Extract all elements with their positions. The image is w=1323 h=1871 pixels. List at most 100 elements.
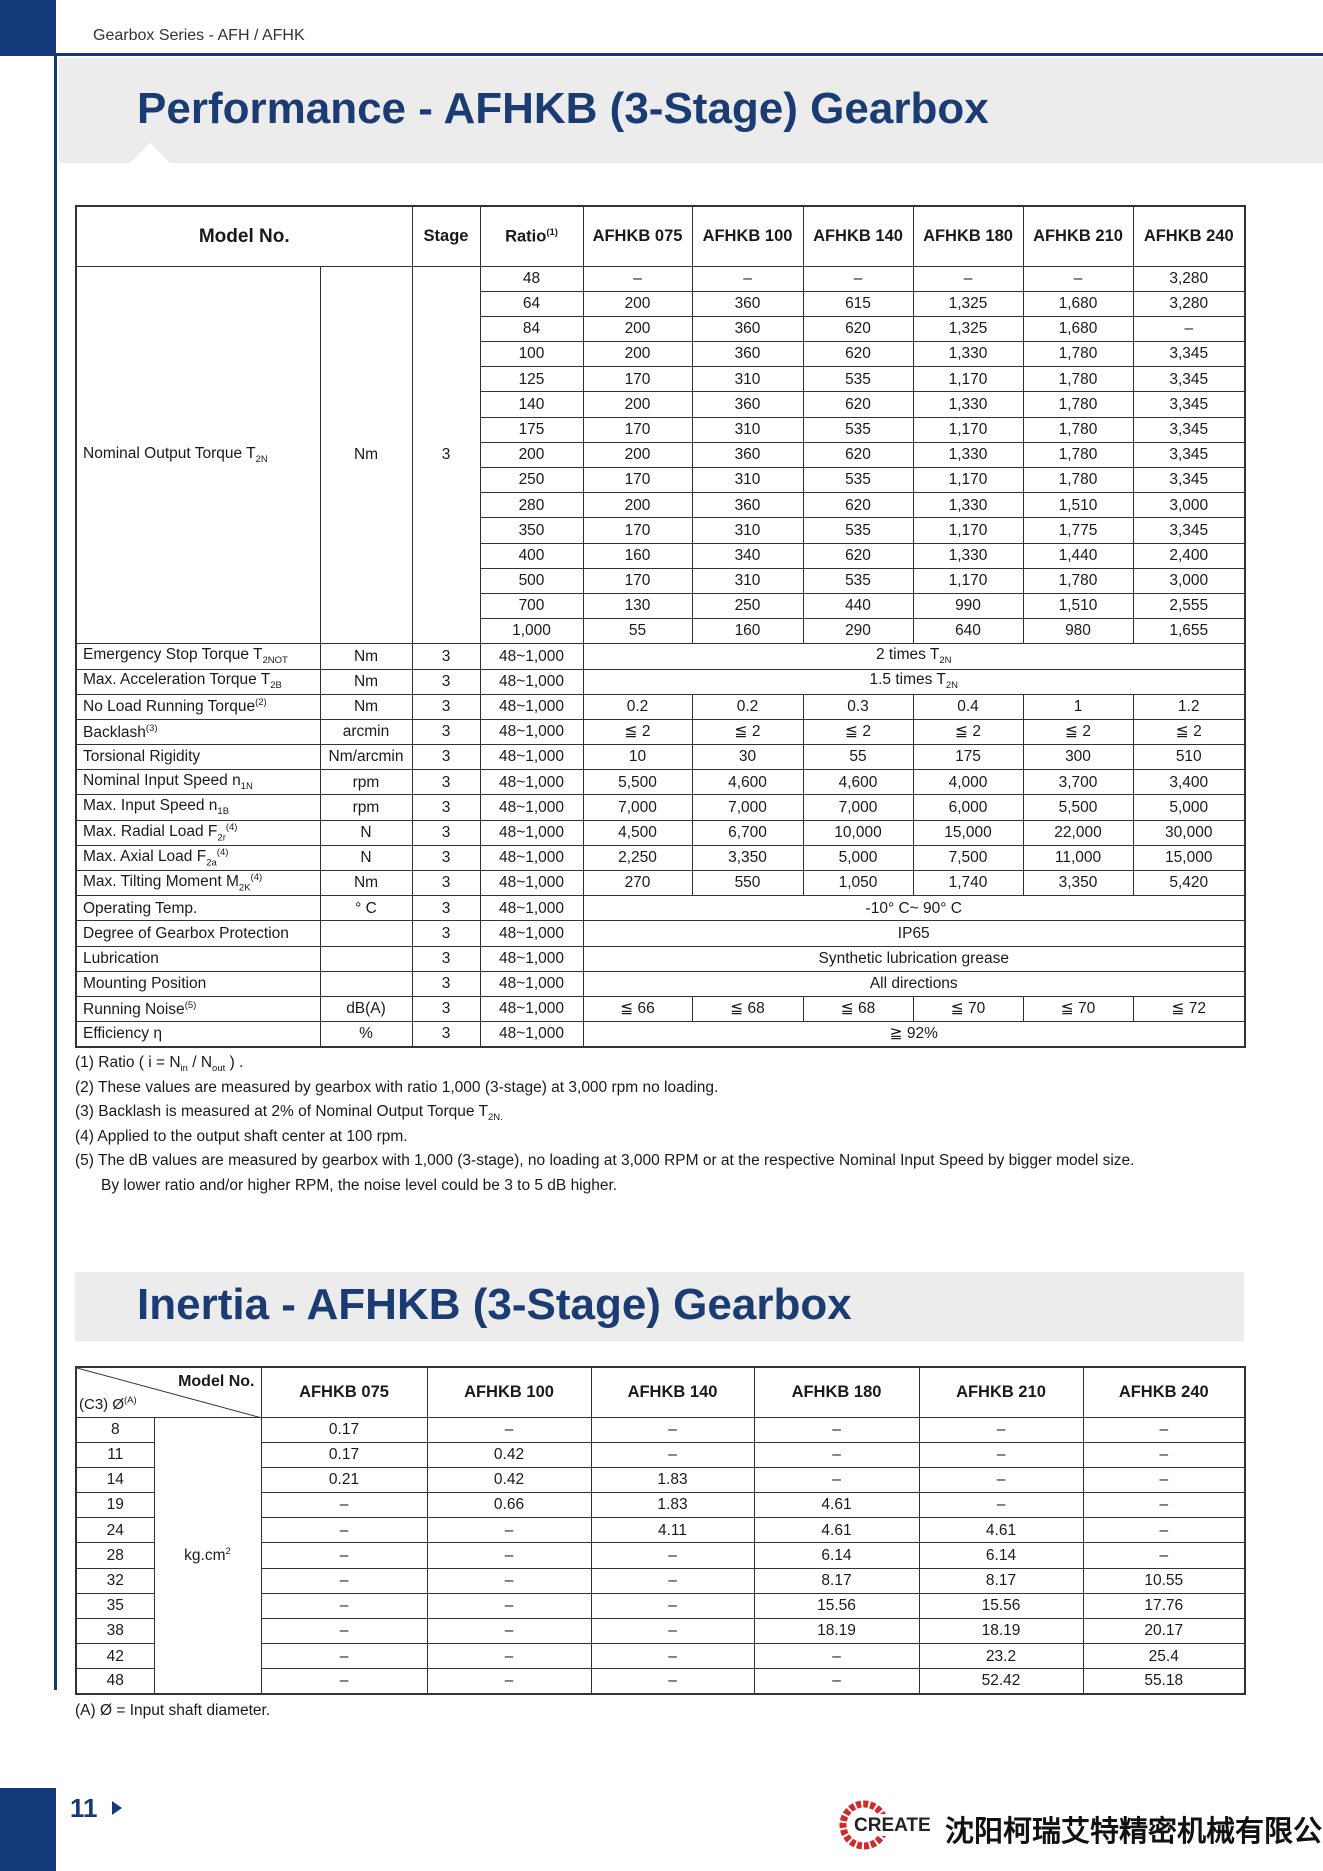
spec-row: Max. Radial Load F2r(4) N 3 48~1,000 4,500 6,… bbox=[75, 819, 1246, 846]
value: – bbox=[753, 1466, 920, 1494]
row-label: Max. Input Speed n1B bbox=[75, 794, 321, 821]
stage: 3 bbox=[411, 920, 481, 947]
ratio: 48~1,000 bbox=[479, 995, 584, 1023]
text-run: (1) Ratio ( i = N bbox=[75, 1054, 181, 1071]
text-run: Max. Acceleration Torque T bbox=[83, 671, 271, 689]
value: IP65 bbox=[582, 920, 1246, 947]
diameter: 28 bbox=[75, 1542, 155, 1569]
row-label: Torsional Rigidity bbox=[75, 744, 321, 771]
value: 7,000 bbox=[582, 794, 693, 821]
subscript: 2B bbox=[270, 680, 282, 692]
ratio: 48~1,000 bbox=[479, 744, 584, 771]
torque-row: 280 200 360 620 1,330 1,510 3,000 bbox=[76, 492, 1246, 519]
value: – bbox=[590, 1668, 755, 1695]
value: 8.17 bbox=[918, 1567, 1084, 1594]
value: 55.18 bbox=[1082, 1668, 1246, 1695]
value: 4,000 bbox=[912, 769, 1024, 796]
value: ≦ 66 bbox=[582, 995, 693, 1023]
note: (5) The dB values are measured by gearbo… bbox=[75, 1152, 1135, 1169]
unit: Nm bbox=[319, 693, 413, 720]
note: (3) Backlash is measured at 2% of Nomina… bbox=[75, 1103, 1134, 1128]
torque-row: 400 160 340 620 1,330 1,440 2,400 bbox=[76, 542, 1246, 569]
supscript: (4) bbox=[250, 872, 263, 884]
model-header: Model No. bbox=[75, 205, 413, 267]
value: – bbox=[691, 265, 804, 292]
value: 360 bbox=[691, 391, 804, 418]
text-run: (C3) Ø bbox=[79, 1395, 124, 1413]
side-rule bbox=[54, 56, 57, 1690]
ratio: 48~1,000 bbox=[479, 869, 584, 897]
row-label: Max. Axial Load F2a(4) bbox=[75, 844, 321, 872]
subscript: 2N. bbox=[487, 1112, 503, 1124]
value: – bbox=[918, 1441, 1084, 1468]
unit: rpm bbox=[319, 794, 413, 821]
supscript: (4) bbox=[216, 847, 229, 859]
value: 200 bbox=[582, 341, 693, 368]
value: 4.61 bbox=[918, 1517, 1084, 1544]
value: 1,780 bbox=[1022, 466, 1134, 494]
corner-header: Model No. (C3) Ø(A) bbox=[75, 1366, 262, 1418]
value: 18.19 bbox=[918, 1617, 1084, 1645]
text-run: Max. Radial Load F bbox=[83, 823, 218, 840]
value: 15.56 bbox=[918, 1592, 1084, 1620]
ratio: 48~1,000 bbox=[479, 895, 584, 922]
subscript: in bbox=[180, 1063, 188, 1075]
value: 52.42 bbox=[918, 1668, 1084, 1695]
value: 535 bbox=[802, 567, 914, 594]
inertia-row: 42– – – –23.2 25.4 bbox=[75, 1643, 1246, 1670]
value: 620 bbox=[802, 542, 914, 569]
inertia-note: (A) Ø = Input shaft diameter. bbox=[75, 1702, 271, 1719]
row-label: Max. Acceleration Torque T2B bbox=[75, 668, 321, 695]
value: 535 bbox=[802, 517, 914, 544]
value: 1,170 bbox=[912, 366, 1024, 393]
value: 11,000 bbox=[1022, 844, 1134, 872]
header-row: Model No. Stage Ratio(1) AFHKB 075 AFHKB 100… bbox=[75, 205, 1246, 267]
value: 1,780 bbox=[1022, 391, 1134, 418]
value: 15,000 bbox=[912, 819, 1024, 846]
inertia-row: 35– – –15.56 15.56 17.76 bbox=[75, 1592, 1246, 1620]
stage: 3 bbox=[411, 643, 481, 670]
value: 17.76 bbox=[1082, 1592, 1246, 1620]
value: ≦ 2 bbox=[912, 718, 1024, 746]
unit bbox=[319, 945, 413, 972]
torque-row: 700 130 250 440 990 1,510 2,555 bbox=[76, 592, 1246, 620]
value: – bbox=[753, 1668, 920, 1695]
spec-row: Degree of Gearbox Protection 3 48~1,000 IP6… bbox=[75, 920, 1246, 947]
ratio: 250 bbox=[479, 466, 584, 494]
torque-row: 84 200 360 620 1,325 1,680– bbox=[76, 315, 1246, 343]
value: – bbox=[426, 1592, 592, 1620]
spec-row: Max. Tilting Moment M2K(4) Nm 3 48~1,000 270… bbox=[75, 869, 1246, 897]
inertia-row: 14 0.21 0.42 1.83– – – bbox=[75, 1466, 1246, 1494]
value: 310 bbox=[691, 567, 804, 594]
unit: N bbox=[319, 844, 413, 872]
unit: kg.cm2 bbox=[153, 1416, 262, 1695]
value: 18.19 bbox=[753, 1617, 920, 1645]
text-run: Emergency Stop Torque T bbox=[83, 646, 263, 664]
subscript: 2a bbox=[206, 857, 217, 869]
subscript: 1B bbox=[217, 806, 230, 818]
value: 640 bbox=[912, 618, 1024, 645]
diameter: 19 bbox=[75, 1492, 155, 1519]
torque-row: 500 170 310 535 1,170 1,780 3,000 bbox=[76, 567, 1246, 594]
unit bbox=[319, 970, 413, 997]
footer-block bbox=[0, 1788, 56, 1871]
value: – bbox=[426, 1517, 592, 1544]
note: (4) Applied to the output shaft center a… bbox=[75, 1127, 408, 1145]
diagonal-line bbox=[77, 1368, 257, 1416]
value: – bbox=[260, 1492, 428, 1519]
value: 200 bbox=[582, 391, 693, 418]
value: 4.61 bbox=[753, 1517, 920, 1544]
value: – bbox=[260, 1668, 428, 1695]
ratio: 48~1,000 bbox=[479, 1021, 584, 1048]
value: 3,345 bbox=[1132, 366, 1246, 393]
value: 1,170 bbox=[912, 466, 1024, 494]
ratio: 48~1,000 bbox=[479, 794, 584, 821]
value: 170 bbox=[582, 567, 693, 594]
subscript: 2NOT bbox=[262, 655, 288, 667]
stage: 3 bbox=[411, 1021, 481, 1048]
supscript: (4) bbox=[225, 821, 238, 833]
value: 310 bbox=[691, 416, 804, 443]
value: – bbox=[590, 1643, 755, 1670]
value: 4,600 bbox=[802, 769, 914, 796]
value: – bbox=[260, 1592, 428, 1620]
